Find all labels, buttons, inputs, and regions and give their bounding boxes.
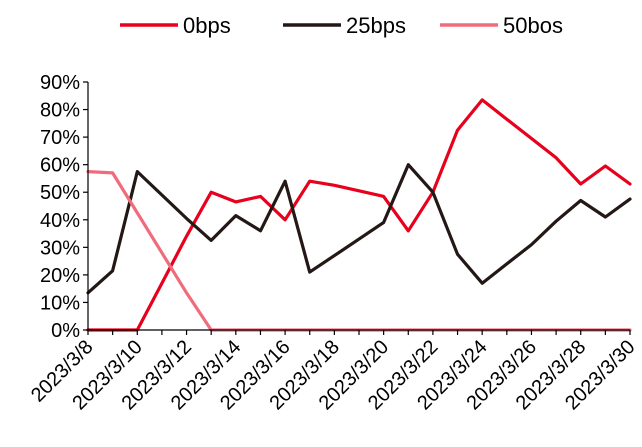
y-tick-label: 10% — [40, 292, 80, 314]
y-tick-label: 30% — [40, 237, 80, 259]
y-tick-label: 80% — [40, 100, 80, 122]
legend-label: 25bps — [346, 13, 406, 38]
legend-label: 50bos — [503, 13, 563, 38]
legend-label: 0bps — [183, 13, 231, 38]
y-tick-label: 40% — [40, 210, 80, 232]
y-tick-label: 0% — [51, 320, 80, 342]
plot-area — [86, 98, 632, 332]
y-tick-label: 50% — [40, 182, 80, 204]
y-tick-label: 70% — [40, 127, 80, 149]
y-tick-label: 20% — [40, 265, 80, 287]
y-tick-label: 90% — [40, 72, 80, 94]
y-tick-label: 60% — [40, 155, 80, 177]
series-line-0bps — [86, 98, 632, 332]
series-line-25bps — [86, 163, 632, 295]
series-line-50bos — [86, 170, 632, 332]
chart-legend: 0bps 25bps 50bos — [120, 13, 563, 38]
